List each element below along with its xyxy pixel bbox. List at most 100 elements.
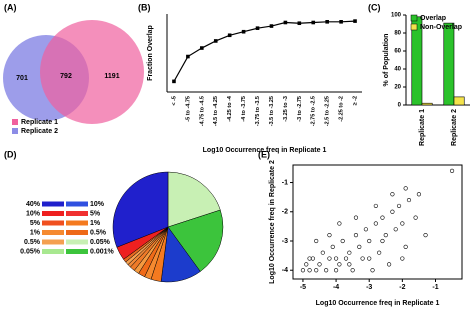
point [400,221,405,226]
bar [421,102,433,106]
point [449,168,455,173]
x-tick-label: -5 [300,284,306,291]
legend-label: 1% [90,220,101,227]
point [269,24,274,28]
x-tick-label: -1 [432,284,438,291]
point [406,197,412,203]
legend-swatch [66,239,88,245]
y-tick-label: -4 [282,267,288,274]
x-tick-label: -2.75 to -2.5 [311,96,317,126]
legend-label: 5% [30,220,41,227]
point [393,227,398,232]
point [390,192,395,197]
point [340,238,345,244]
point [213,39,218,43]
pie-slice [112,171,169,248]
point [353,215,359,220]
point [396,203,402,209]
y-axis-label: % of Population [383,34,390,87]
legend-label: 10% [26,210,41,217]
y-tick-label: -3 [282,238,288,245]
panel-label: (B) [138,2,151,12]
legend-label: 1% [30,229,41,236]
x-tick-label: -4.5 to -4.25 [213,96,219,126]
legend-swatch [42,230,64,235]
legend-label: 0.001% [90,248,115,255]
legend-label: 0.5% [24,239,41,246]
x-tick-label: -2.25 to -2 [339,96,345,122]
point [413,215,418,220]
point [353,19,357,23]
point [186,54,190,59]
venn-set [40,20,144,124]
x-tick-label: -3.75 to -3.5 [255,96,261,126]
y-tick-label: -2 [282,209,288,216]
point [416,192,422,197]
point [325,20,329,24]
y-tick-label: 80 [394,31,401,37]
legend-swatch [42,220,64,226]
y-axis-label: Fraction Overlap [147,25,154,81]
point [317,262,322,267]
legend-swatch [410,23,418,31]
panel-label: (A) [4,2,17,12]
point [400,256,405,261]
legend-label: Overlap [420,15,446,22]
legend-label: 0.5% [90,229,107,236]
x-tick-label: ≥ -2 [352,96,358,105]
point [347,262,352,267]
point [172,79,176,84]
point [380,238,385,244]
legend-swatch [42,249,64,254]
legend-swatch [66,220,88,226]
legend-label: 0.05% [20,248,41,255]
line [173,20,356,82]
venn-count: 792 [60,73,72,80]
point [343,256,349,261]
x-tick-label: -4 to -3.75 [241,96,247,122]
x-axis-label: Log10 Occurrence freq in Replicate 1 [316,300,440,307]
point [330,244,335,249]
legend-label: Non-Overlap [420,24,462,31]
point [311,20,316,25]
point [327,256,332,261]
point [200,46,204,50]
point [327,233,332,238]
x-tick-label: -2 [399,284,405,291]
legend-swatch [66,230,88,235]
y-tick-label: 0 [398,103,402,109]
point [333,256,339,261]
point [307,268,312,273]
x-tick-label: -3.25 to -3 [283,96,289,122]
point [304,262,309,267]
legend-label: 40% [26,201,41,208]
plot-frame [292,164,463,280]
point [353,233,359,238]
point [357,244,362,249]
x-tick-label: -3.5 to -3.25 [269,96,275,126]
legend-label: Replicate 1 [21,119,58,126]
y-axis-label: Log10 Occurrence freq in Replicate 2 [269,160,276,284]
point [320,250,325,255]
point [241,29,246,34]
x-axis-label: Log10 Occurrence freq in Replicate 1 [203,147,327,154]
venn-count: 1191 [104,73,119,80]
point [339,20,343,24]
point [324,268,329,273]
point [423,233,428,238]
x-tick-label: -2.5 to -2.25 [325,96,331,126]
legend-label: 5% [90,210,101,217]
point [383,233,388,238]
y-tick-label: -1 [282,179,288,186]
point [373,203,378,209]
venn-count: 701 [16,75,28,82]
legend-label: 0.05% [90,239,111,246]
point [300,268,306,273]
x-tick-label: -4.75 to -4.5 [199,96,205,126]
panel-label: (E) [258,149,270,159]
point [227,33,232,38]
panel-label: (D) [4,149,17,159]
point [337,262,342,267]
